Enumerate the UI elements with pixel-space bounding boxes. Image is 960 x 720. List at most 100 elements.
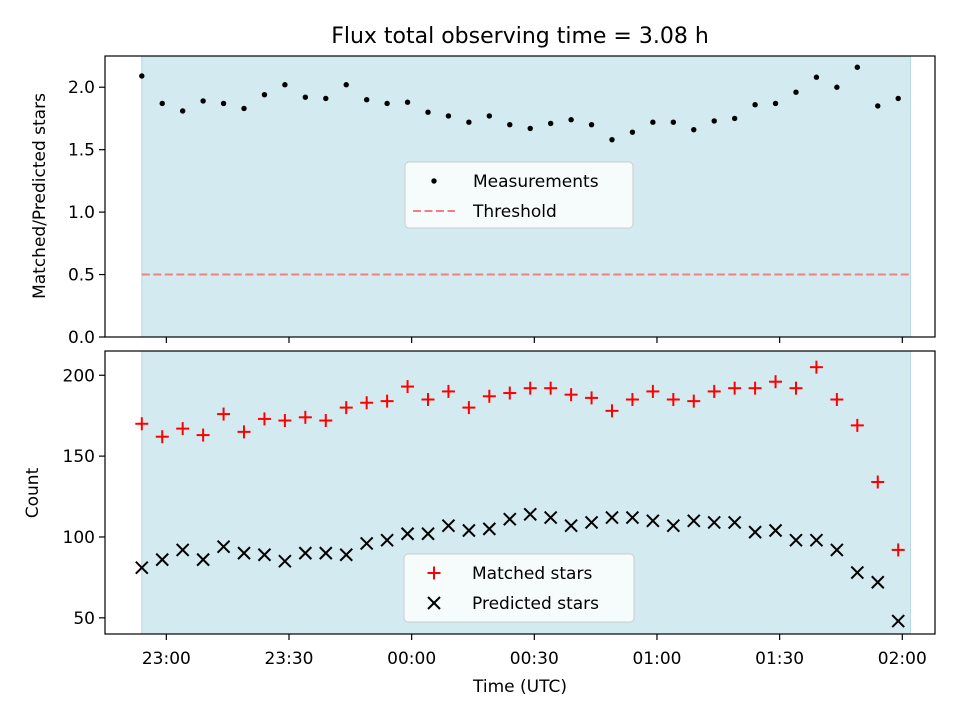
measurement-point [772, 100, 779, 107]
count-y-tick-label: 200 [63, 366, 95, 386]
ratio-y-axis: 0.0 0.5 1.0 1.5 2.0 [68, 78, 105, 348]
measurement-point [507, 121, 513, 128]
predicted-star-point [278, 554, 292, 568]
measurement-point [445, 113, 452, 119]
predicted-star-point [380, 533, 394, 547]
matched-star-point [217, 407, 231, 421]
ratio-y-axis-label: Matched/Predicted stars [30, 93, 50, 299]
matched-star-point [278, 414, 292, 428]
measurement-point [568, 116, 574, 123]
measurement-point [425, 109, 431, 115]
time-x-axis-label: Time (UTC) [472, 677, 567, 697]
measurement-point [629, 129, 636, 135]
count-y-axis-label: Count [23, 467, 43, 518]
measurements-legend-marker [431, 178, 437, 184]
measurement-point [731, 115, 738, 122]
predicted-star-point [646, 514, 660, 528]
predicted-star-point [175, 543, 190, 557]
predicted-star-point [687, 514, 701, 528]
matched-star-point [625, 393, 639, 407]
predicted-star-point [605, 510, 619, 525]
counts-panel: 50 100 150 200 23:00 23:30 00:00 00:30 01:00 01:… [23, 350, 936, 697]
measurement-point [323, 95, 329, 102]
matched-star-point [237, 425, 251, 439]
ratio-y-tick-label: 0.5 [68, 266, 95, 286]
time-x-tick-label: 02:00 [878, 649, 927, 669]
matched-star-point [748, 381, 762, 395]
measurement-point [875, 103, 881, 109]
predicted-star-point [482, 522, 497, 536]
measurement-point [159, 100, 165, 107]
predicted-stars-points [135, 507, 905, 628]
matched-star-point [319, 414, 333, 428]
matched-star-point [728, 381, 742, 395]
counts-legend: Matched stars Predicted stars [403, 553, 635, 623]
predicted-star-point [564, 518, 578, 533]
time-x-tick-label: 01:00 [632, 649, 681, 669]
measurement-point [282, 82, 288, 88]
ratio-y-tick-label: 2.0 [68, 78, 95, 98]
time-x-tick-label: 23:00 [142, 649, 191, 669]
measurement-point [343, 82, 349, 88]
measurement-point [220, 100, 227, 107]
measurement-point [200, 98, 206, 104]
counts-legend-box [403, 553, 635, 623]
predicted-star-point [400, 527, 415, 541]
matched-star-point [809, 360, 823, 374]
measurement-point [466, 119, 472, 125]
time-x-tick-label: 23:30 [264, 649, 313, 669]
count-y-axis: 50 100 150 200 [63, 366, 105, 629]
predicted-star-point [155, 552, 169, 567]
predicted-star-point [298, 546, 313, 560]
measurement-point [179, 108, 186, 114]
ratio-y-tick-label: 0.0 [68, 328, 95, 348]
matched-star-point [503, 386, 517, 400]
measurement-point [241, 105, 247, 112]
predicted-star-point [809, 533, 824, 547]
measurements-legend-label: Measurements [473, 172, 599, 192]
predicted-star-point [727, 515, 742, 530]
measurement-point [854, 64, 861, 70]
chart-title: Flux total observing time = 3.08 h [331, 24, 709, 49]
matched-star-point [707, 384, 721, 398]
predicted-star-point [237, 546, 251, 560]
measurement-point [711, 118, 717, 124]
predicted-star-point [768, 523, 783, 538]
matched-star-point [850, 418, 864, 432]
matched-star-point [830, 393, 844, 407]
predicted-star-point [216, 539, 231, 554]
count-y-tick-label: 100 [63, 528, 95, 548]
measurement-points [139, 64, 901, 143]
predicted-star-point [135, 560, 149, 575]
measurement-point [609, 136, 615, 143]
measurement-point [302, 94, 309, 100]
measurement-point [813, 74, 820, 80]
measurement-point [895, 95, 901, 102]
predicted-star-point [523, 507, 537, 522]
predicted-star-point [503, 512, 517, 526]
matched-star-point [360, 396, 374, 410]
predicted-star-point [871, 575, 885, 589]
predicted-star-point [462, 523, 476, 538]
matched-star-point [421, 393, 435, 407]
predicted-star-point [421, 527, 435, 541]
matched-stars-points [135, 360, 905, 557]
matched-star-point [871, 475, 885, 489]
matched-star-point [135, 417, 149, 431]
matched-star-point [380, 394, 394, 408]
matched-star-point [462, 401, 476, 415]
matched-star-point [441, 384, 455, 398]
measurement-point [834, 84, 840, 90]
matched-star-point [155, 430, 169, 444]
predicted-stars-legend-marker [427, 596, 441, 610]
predicted-star-point [707, 515, 721, 530]
counts-panel-frame [104, 350, 936, 635]
ratio-x-ticks [165, 337, 903, 343]
measurement-point [588, 121, 595, 128]
predicted-star-point [625, 510, 640, 525]
time-x-tick-label: 00:30 [510, 649, 559, 669]
matched-star-point [523, 381, 537, 395]
predicted-star-point [196, 552, 210, 567]
matched-stars-legend-label: Matched stars [472, 564, 592, 584]
